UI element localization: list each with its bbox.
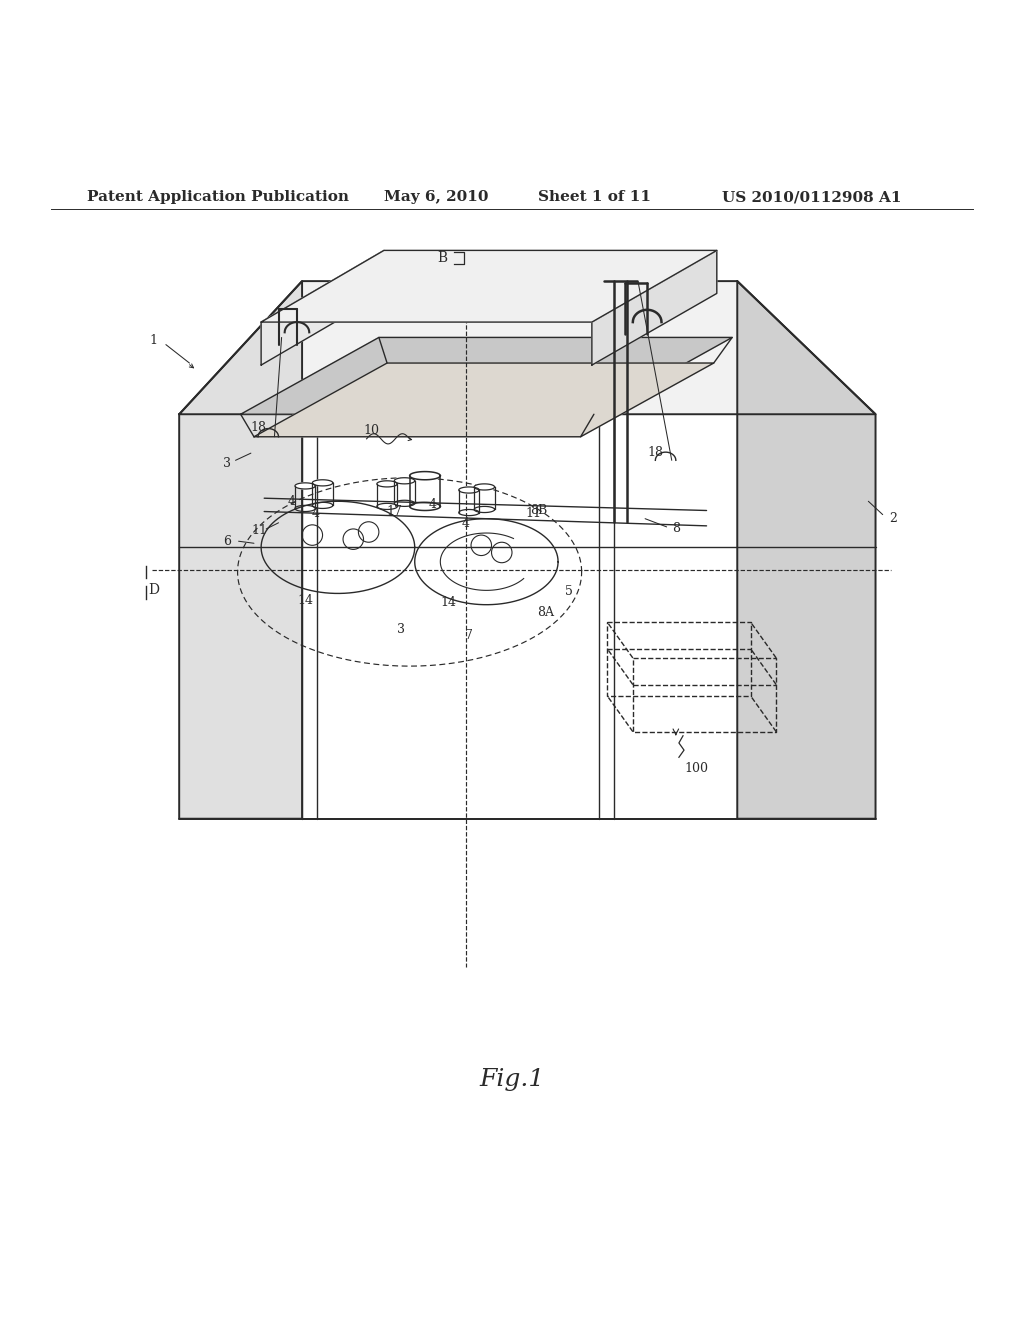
Polygon shape [474, 484, 495, 490]
Text: 11: 11 [251, 524, 267, 537]
Text: B: B [437, 251, 447, 264]
Text: US 2010/0112908 A1: US 2010/0112908 A1 [722, 190, 901, 205]
Polygon shape [394, 478, 415, 484]
Text: 4: 4 [462, 517, 470, 531]
Polygon shape [179, 281, 876, 414]
Text: 17: 17 [386, 506, 402, 517]
Text: 4: 4 [428, 498, 436, 511]
Text: 6: 6 [223, 535, 231, 548]
Polygon shape [254, 363, 714, 437]
Text: 18: 18 [250, 421, 266, 434]
Text: Patent Application Publication: Patent Application Publication [87, 190, 349, 205]
Polygon shape [179, 281, 302, 818]
Polygon shape [312, 479, 333, 486]
Text: Fig.1: Fig.1 [479, 1068, 545, 1092]
Polygon shape [592, 251, 717, 366]
Polygon shape [241, 338, 732, 414]
Text: 8B: 8B [530, 504, 547, 517]
Polygon shape [261, 251, 384, 366]
Text: May 6, 2010: May 6, 2010 [384, 190, 488, 205]
Text: 1: 1 [150, 334, 158, 347]
Text: 4: 4 [288, 495, 296, 508]
Text: 7: 7 [465, 628, 473, 642]
Polygon shape [261, 251, 717, 322]
Text: 14: 14 [297, 594, 313, 607]
Polygon shape [737, 281, 876, 818]
Text: 100: 100 [684, 763, 708, 775]
Text: 18: 18 [647, 446, 664, 458]
Polygon shape [377, 480, 397, 487]
Text: Sheet 1 of 11: Sheet 1 of 11 [538, 190, 650, 205]
Polygon shape [459, 487, 479, 494]
Text: 5: 5 [565, 585, 573, 598]
Text: 8: 8 [672, 523, 680, 536]
Text: 11: 11 [525, 507, 542, 520]
Text: 8A: 8A [538, 606, 554, 619]
Text: 3: 3 [397, 623, 406, 636]
Text: 4: 4 [311, 507, 319, 520]
Text: 10: 10 [364, 424, 380, 437]
Text: D: D [148, 583, 159, 598]
Text: 3: 3 [223, 457, 231, 470]
Polygon shape [410, 471, 440, 479]
Text: 2: 2 [889, 512, 897, 525]
Text: 14: 14 [440, 597, 457, 609]
Polygon shape [295, 483, 315, 488]
